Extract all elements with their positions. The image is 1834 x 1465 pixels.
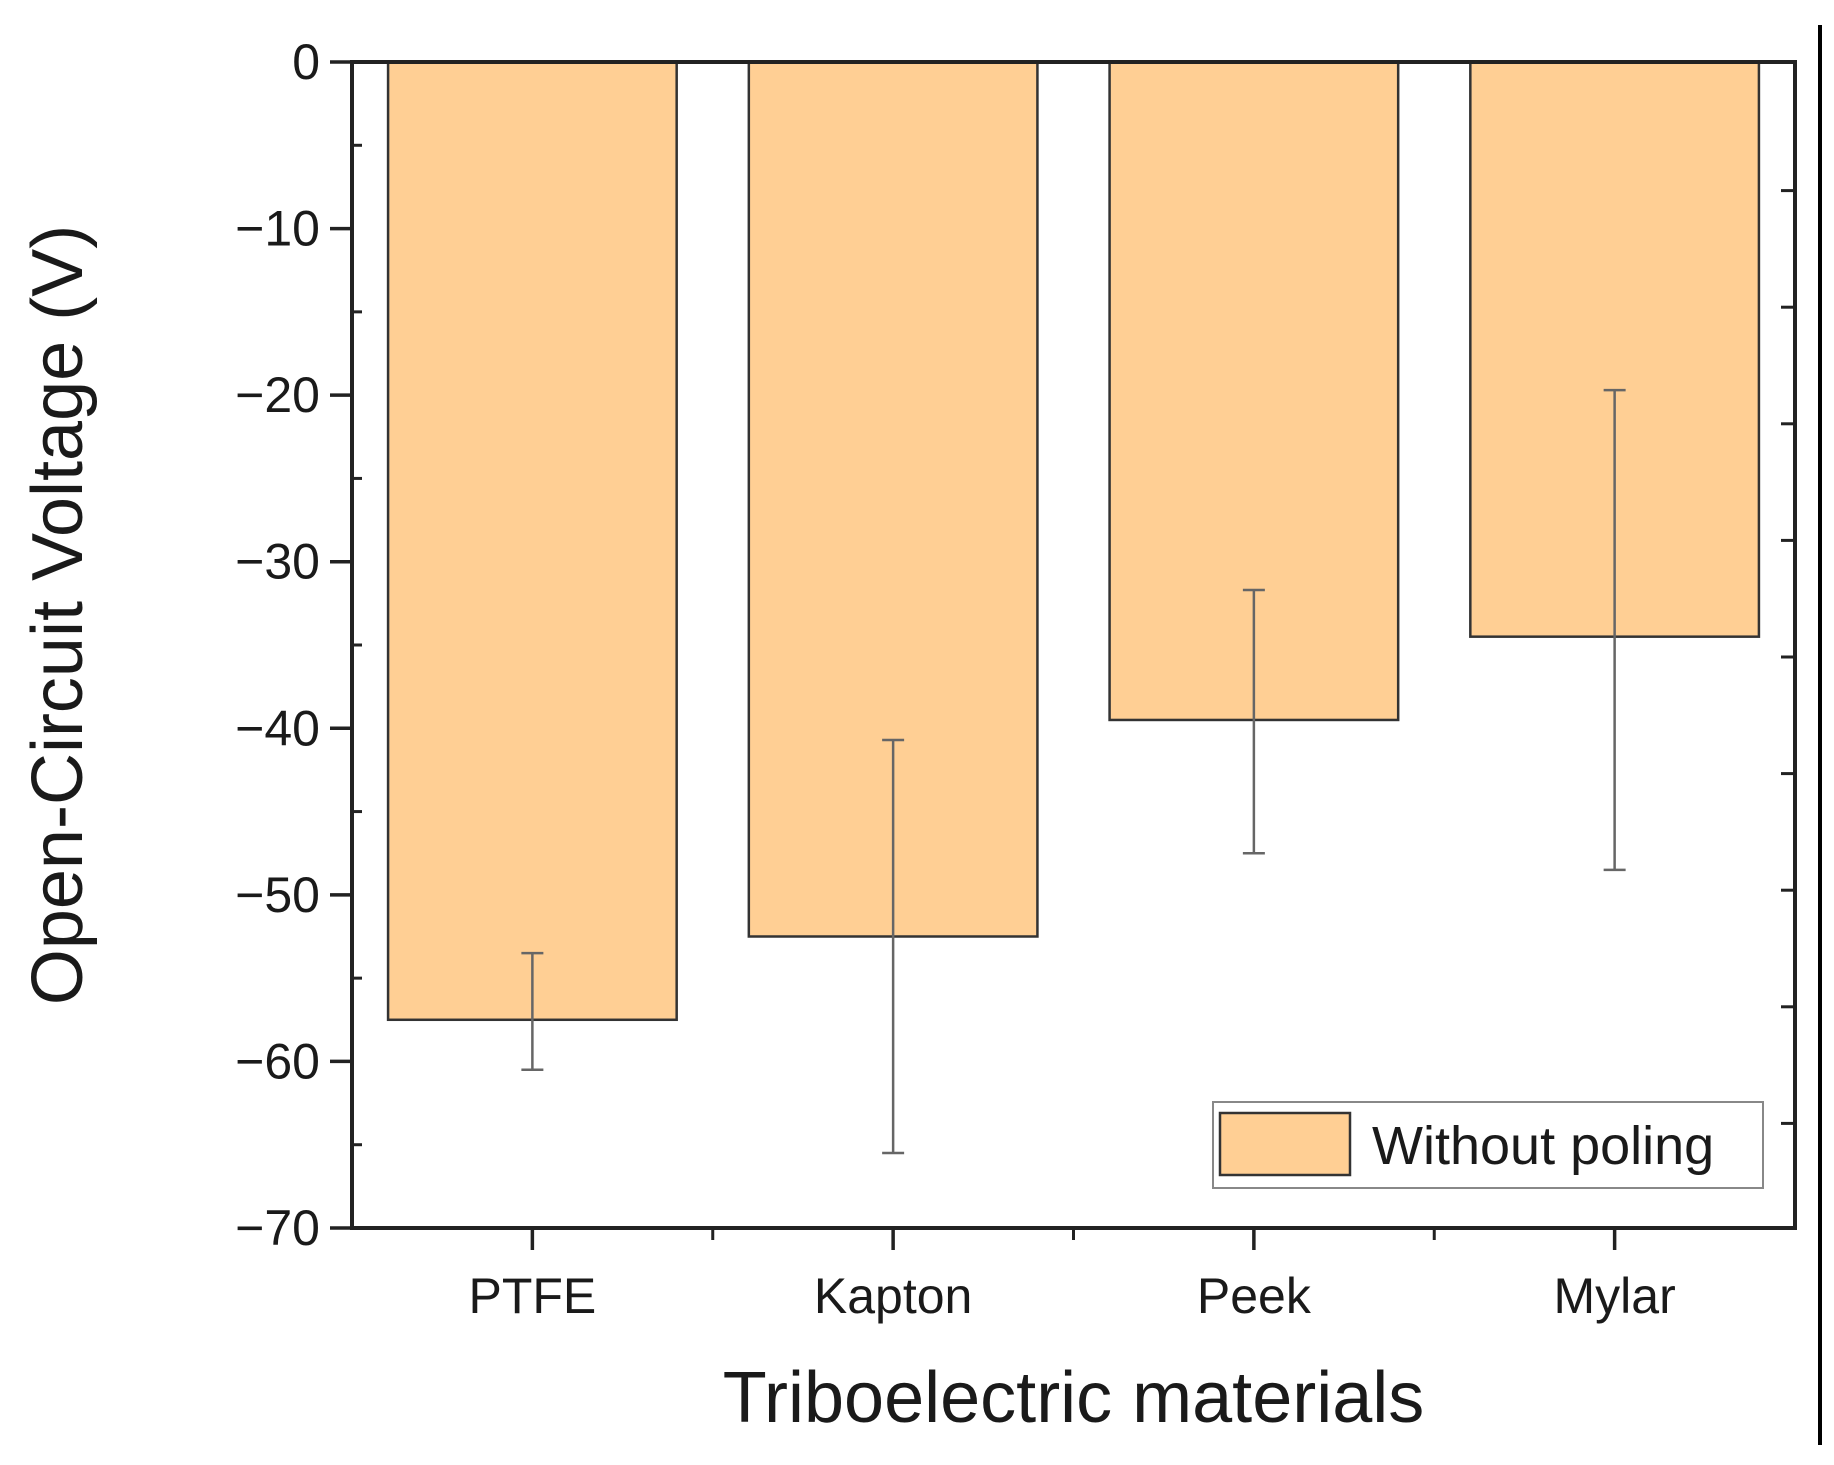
error-bars-layer bbox=[521, 388, 1626, 1155]
y-tick-label: −10 bbox=[235, 201, 320, 257]
y-axis-title: Open-Circuit Voltage (V) bbox=[18, 225, 98, 1005]
x-tick-label-peek: Peek bbox=[1197, 1268, 1312, 1324]
x-tick-label-kapton: Kapton bbox=[814, 1268, 972, 1324]
y-tick-label: −60 bbox=[235, 1033, 320, 1089]
x-axis: PTFE Kapton Peek Mylar bbox=[468, 1228, 1676, 1324]
legend-label: Without poling bbox=[1372, 1116, 1714, 1176]
y-axis: 0 −10 −20 −30 −40 −50 −60 −70 bbox=[235, 34, 1795, 1256]
legend: Without poling bbox=[1212, 1101, 1764, 1189]
x-tick-label-ptfe: PTFE bbox=[468, 1268, 596, 1324]
y-tick-label: −30 bbox=[235, 534, 320, 590]
y-tick-label: −40 bbox=[235, 700, 320, 756]
x-tick-label-mylar: Mylar bbox=[1554, 1268, 1676, 1324]
y-tick-label: −70 bbox=[235, 1200, 320, 1256]
y-tick-label: 0 bbox=[292, 34, 320, 90]
x-axis-title: Triboelectric materials bbox=[723, 1358, 1425, 1438]
bar-ptfe bbox=[386, 60, 678, 1022]
legend-swatch bbox=[1218, 1111, 1352, 1177]
y-tick-label: −20 bbox=[235, 367, 320, 423]
y-tick-label: −50 bbox=[235, 867, 320, 923]
